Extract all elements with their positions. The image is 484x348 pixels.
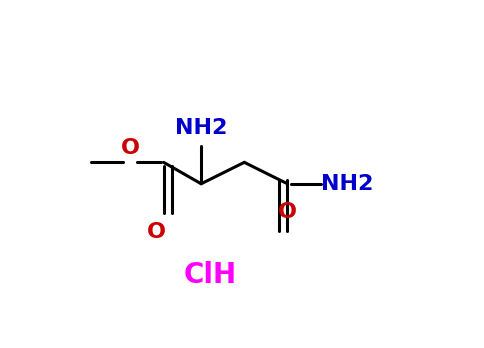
Text: O: O bbox=[278, 202, 297, 222]
Text: NH2: NH2 bbox=[321, 174, 374, 194]
Text: O: O bbox=[147, 222, 166, 242]
Text: ClH: ClH bbox=[184, 261, 237, 289]
Text: O: O bbox=[121, 137, 139, 158]
Text: NH2: NH2 bbox=[175, 118, 227, 137]
